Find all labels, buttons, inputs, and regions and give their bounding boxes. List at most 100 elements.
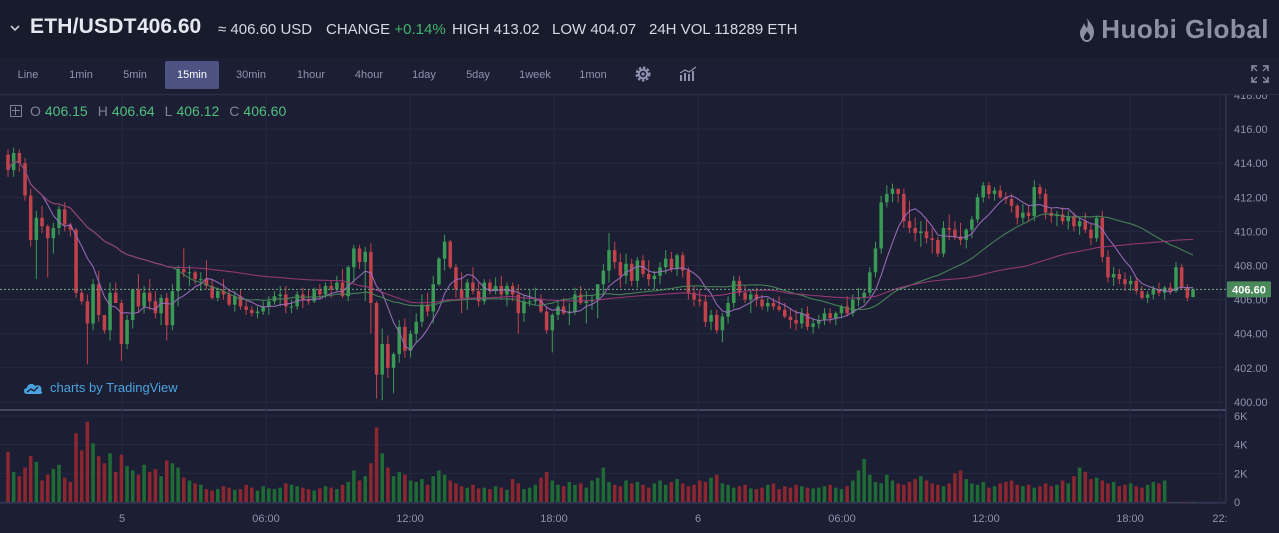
fullscreen-icon[interactable] (1250, 64, 1270, 84)
legend-expand-icon[interactable] (10, 105, 22, 117)
volume-bar (947, 483, 951, 502)
volume-bar (380, 453, 384, 502)
interval-5day[interactable]: 5day (466, 69, 490, 81)
volume-bar (1179, 502, 1184, 503)
candle-body (1077, 221, 1082, 227)
price-tick-label: 404.00 (1234, 329, 1268, 341)
interval-15min[interactable]: 15min (165, 61, 219, 89)
candle-body (737, 280, 742, 293)
volume-bar (686, 486, 691, 502)
volume-bar (147, 471, 152, 502)
volume-bar (1032, 487, 1037, 502)
volume-bar (108, 453, 112, 502)
volume-bar (1145, 484, 1150, 502)
candle-body (516, 294, 521, 314)
volume-bar (204, 489, 209, 502)
price-tick-label: 412.00 (1234, 192, 1268, 204)
candle-body (794, 320, 798, 324)
gear-icon[interactable] (633, 64, 653, 84)
price-chart[interactable]: 418.00 416.00 414.00 412.00 410.00 408.00 406.… (0, 90, 1279, 528)
candle-body (119, 303, 124, 344)
volume-tick-label: 6K (1234, 411, 1248, 423)
legend-h-value: 406.64 (111, 103, 155, 119)
volume-bar (28, 456, 33, 502)
interval-4hour[interactable]: 4hour (354, 69, 384, 81)
legend-h-label: H (97, 103, 108, 119)
volume-bar (227, 487, 231, 502)
volume-bar (1157, 483, 1161, 502)
tradingview-watermark[interactable]: charts by TradingView (22, 380, 178, 395)
candle-body (964, 229, 968, 240)
candle-body (686, 270, 691, 293)
candle-body (170, 291, 175, 326)
volume-bar (408, 480, 413, 502)
candle-body (578, 294, 583, 303)
volume-bar (953, 473, 957, 502)
candle-body (760, 299, 764, 307)
volume-bar (1128, 483, 1133, 502)
candle-body (731, 280, 736, 303)
candle-body (970, 219, 974, 230)
candle-body (374, 303, 379, 375)
volume-bar (340, 484, 345, 502)
price-tick-label: 418.00 (1234, 95, 1268, 102)
time-tick-label: 12:00 (972, 513, 1000, 525)
low-stat: LOW 404.07 (552, 21, 637, 38)
chevron-down-icon[interactable] (8, 21, 22, 35)
price-tick-label: 406.00 (1234, 295, 1268, 307)
volume-bar (329, 487, 333, 502)
candle-body (352, 248, 356, 268)
candle-body (329, 285, 333, 290)
volume-bar (346, 481, 350, 502)
candle-body (584, 301, 589, 303)
candlestick-chart-svg[interactable]: 418.00 416.00 414.00 412.00 410.00 408.00 406.… (0, 90, 1279, 528)
indicators-icon[interactable] (678, 64, 698, 84)
current-price-label: 406.60 (1232, 284, 1266, 296)
candle-body (907, 221, 912, 228)
candle-body (1083, 221, 1088, 230)
pair-selector[interactable]: ETH/USDT (30, 15, 137, 38)
volume-bar (714, 474, 719, 502)
interval-1min[interactable]: 1min (69, 69, 93, 81)
volume-bar (839, 489, 844, 502)
interval-30min[interactable]: 30min (236, 69, 266, 81)
interval-5min[interactable]: 5min (123, 69, 147, 81)
volume-bar (805, 487, 810, 502)
volume-bar (766, 484, 770, 502)
candle-body (595, 284, 600, 300)
legend-o-label: O (30, 103, 41, 119)
volume-bar (119, 454, 124, 502)
volume-bar (607, 481, 611, 502)
volume-bar (182, 477, 186, 502)
volume-bar (618, 486, 623, 502)
volume-bar (533, 484, 538, 502)
volume-bar (136, 474, 141, 502)
volume-bar (425, 484, 430, 502)
candle-body (221, 291, 226, 295)
candle-body (476, 291, 481, 302)
candle-body (465, 282, 470, 298)
volume-bar (244, 484, 248, 502)
candle-body (216, 291, 220, 298)
interval-1mon[interactable]: 1mon (579, 69, 607, 81)
interval-1week[interactable]: 1week (519, 69, 551, 81)
volume-bar (777, 489, 781, 502)
volume-bar (760, 487, 764, 502)
volume-bar (176, 467, 180, 502)
legend-l-value: 406.12 (176, 103, 220, 119)
candle-body (278, 294, 282, 297)
volume-bar (817, 487, 821, 502)
candle-body (510, 285, 515, 295)
interval-1day[interactable]: 1day (412, 69, 436, 81)
interval-1hour[interactable]: 1hour (296, 69, 326, 81)
volume-bar (726, 484, 730, 502)
volume-bar (539, 477, 543, 502)
candle-body (726, 303, 730, 317)
volume-bar (561, 486, 566, 502)
interval-line[interactable]: Line (17, 69, 39, 81)
volume-bar (437, 470, 441, 502)
volume-bar (1060, 480, 1065, 502)
candle-body (930, 238, 934, 240)
volume-bar (335, 489, 339, 502)
candle-body (692, 292, 696, 300)
